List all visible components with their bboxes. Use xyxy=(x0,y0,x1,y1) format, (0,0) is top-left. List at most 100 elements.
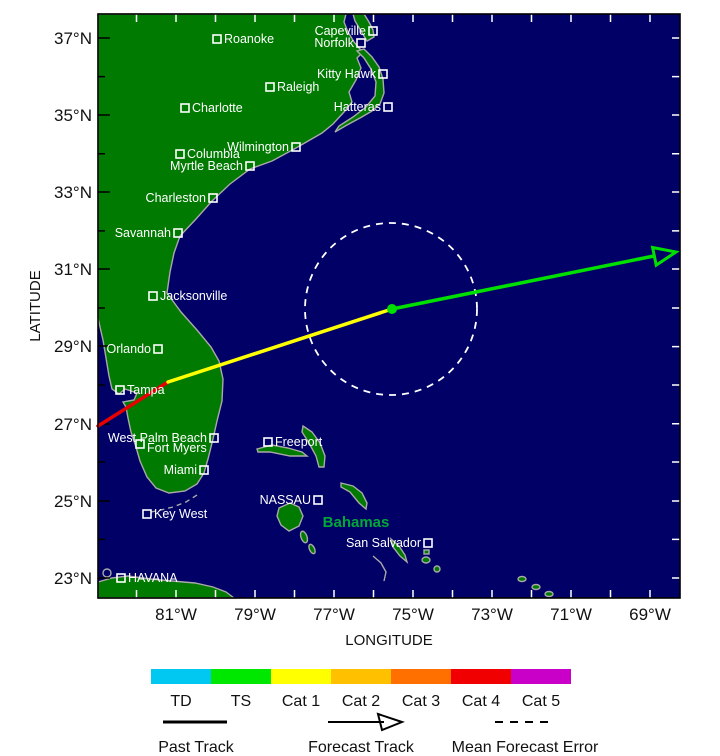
city-label-jacksonville: Jacksonville xyxy=(160,289,227,303)
city-label-capeville: Capeville xyxy=(315,24,366,38)
island-san-salvador xyxy=(423,549,430,555)
city-label-freeport: Freeport xyxy=(275,435,323,449)
city-marker-columbia xyxy=(175,149,185,159)
island-turks-3 xyxy=(544,590,554,598)
legend-swatch-cat1 xyxy=(271,669,331,684)
city-label-tampa: Tampa xyxy=(127,383,165,397)
past-track-legend-label: Past Track xyxy=(158,739,235,756)
island-eleuthera xyxy=(340,482,368,511)
city-label-nassau: NASSAU xyxy=(260,493,311,507)
city-markers xyxy=(115,26,433,583)
latitude-tick-labels: 37°N 35°N 33°N 31°N 29°N 27°N 25°N 23°N xyxy=(54,29,92,588)
city-label-hatteras: Hatteras xyxy=(334,100,381,114)
lon-tick-75w: 75°W xyxy=(392,605,434,624)
legend-label-cat3: Cat 3 xyxy=(402,693,440,710)
city-label-roanoke: Roanoke xyxy=(224,32,274,46)
city-marker-san-salvador xyxy=(423,538,433,548)
legend-swatch-cat4 xyxy=(451,669,511,684)
legend-label-cat5: Cat 5 xyxy=(522,693,560,710)
lon-tick-81w: 81°W xyxy=(155,605,197,624)
forecast-track-line xyxy=(390,254,656,311)
mean-forecast-error-circle xyxy=(304,222,478,396)
city-label-norfolk: Norfolk xyxy=(314,36,354,50)
lat-tick-25n: 25°N xyxy=(54,492,92,511)
land-outer-banks xyxy=(334,48,385,133)
lon-tick-71w: 71°W xyxy=(550,605,592,624)
top-axis-ticks xyxy=(135,14,651,22)
city-marker-norfolk xyxy=(356,38,366,48)
city-label-fort-myers: Fort Myers xyxy=(147,441,207,455)
city-label-kitty-hawk: Kitty Hawk xyxy=(317,67,377,81)
city-marker-charleston xyxy=(208,193,218,203)
city-label-orlando: Orlando xyxy=(107,342,152,356)
island-grand-bahama xyxy=(256,444,309,457)
city-label-havana: HAVANA xyxy=(128,571,178,585)
lat-tick-27n: 27°N xyxy=(54,415,92,434)
island-long-island xyxy=(389,537,409,565)
island-turks-1 xyxy=(517,575,527,583)
city-marker-raleigh xyxy=(265,82,275,92)
city-label-savannah: Savannah xyxy=(115,226,171,240)
longitude-tick-labels: 81°W 79°W 77°W 75°W 73°W 71°W 69°W xyxy=(155,605,671,624)
city-marker-fort-myers xyxy=(135,439,145,449)
lon-tick-79w: 79°W xyxy=(234,605,276,624)
lat-tick-23n: 23°N xyxy=(54,569,92,588)
legend-swatch-td xyxy=(151,669,211,684)
line-style-legend: Past Track Forecast Track Mean Forecast … xyxy=(158,712,599,756)
city-marker-savannah xyxy=(173,228,183,238)
lon-tick-69w: 69°W xyxy=(629,605,671,624)
lat-tick-35n: 35°N xyxy=(54,106,92,125)
island-abaco xyxy=(301,424,326,468)
city-marker-west-palm-beach xyxy=(209,433,219,443)
land-mainland xyxy=(97,13,364,494)
city-label-columbia: Columbia xyxy=(187,147,240,161)
x-axis-title: LONGITUDE xyxy=(345,632,433,649)
past-track-cat4-segment xyxy=(96,380,170,428)
legend-swatch-ts xyxy=(211,669,271,684)
city-marker-key-west xyxy=(142,509,152,519)
legend-swatch-cat3 xyxy=(391,669,451,684)
city-label-west-palm-beach: West Palm Beach xyxy=(108,431,207,445)
city-marker-freeport xyxy=(263,437,273,447)
island-cay-2 xyxy=(308,543,316,555)
legend-label-ts: TS xyxy=(231,693,251,710)
city-marker-kitty-hawk xyxy=(378,69,388,79)
past-track-cat1-segment xyxy=(166,307,394,384)
city-label-charleston: Charleston xyxy=(146,191,206,205)
city-label-key-west: Key West xyxy=(154,507,208,521)
island-cay-1 xyxy=(299,530,309,544)
forecast-track-legend-label: Forecast Track xyxy=(308,739,415,756)
city-marker-myrtle-beach xyxy=(245,161,255,171)
bottom-axis-ticks xyxy=(135,590,651,598)
map-frame xyxy=(97,13,681,599)
lat-tick-33n: 33°N xyxy=(54,183,92,202)
legend-swatch-cat2 xyxy=(331,669,391,684)
legend-label-cat4: Cat 4 xyxy=(462,693,500,710)
current-storm-position-dot xyxy=(387,304,397,314)
forecast-track-arrowhead-icon xyxy=(650,245,680,268)
city-label-myrtle-beach: Myrtle Beach xyxy=(170,159,243,173)
island-turks-2 xyxy=(531,583,541,591)
legend-swatch-cat5 xyxy=(511,669,571,684)
island-crooked-1 xyxy=(421,556,431,564)
city-label-san-salvador: San Salvador xyxy=(346,536,421,550)
forecast-track-legend-arrowhead-icon xyxy=(376,712,405,732)
land-group xyxy=(97,13,554,599)
lat-tick-29n: 29°N xyxy=(54,337,92,356)
lat-tick-31n: 31°N xyxy=(54,260,92,279)
city-label-wilmington: Wilmington xyxy=(227,140,289,154)
island-crooked-2 xyxy=(433,565,441,573)
city-marker-roanoke xyxy=(212,34,222,44)
city-marker-havana xyxy=(116,573,126,583)
y-axis-title: LATITUDE xyxy=(27,270,44,341)
city-label-miami: Miami xyxy=(164,463,197,477)
city-marker-miami xyxy=(199,465,209,475)
city-marker-hatteras xyxy=(383,102,393,112)
city-marker-nassau xyxy=(313,495,323,505)
legend-label-cat2: Cat 2 xyxy=(342,693,380,710)
city-marker-charlotte xyxy=(180,103,190,113)
lon-tick-77w: 77°W xyxy=(313,605,355,624)
intensity-legend: TD TS Cat 1 Cat 2 Cat 3 Cat 4 Cat 5 xyxy=(151,669,571,710)
city-marker-tampa xyxy=(115,385,125,395)
islet-nw-havana xyxy=(102,568,112,578)
